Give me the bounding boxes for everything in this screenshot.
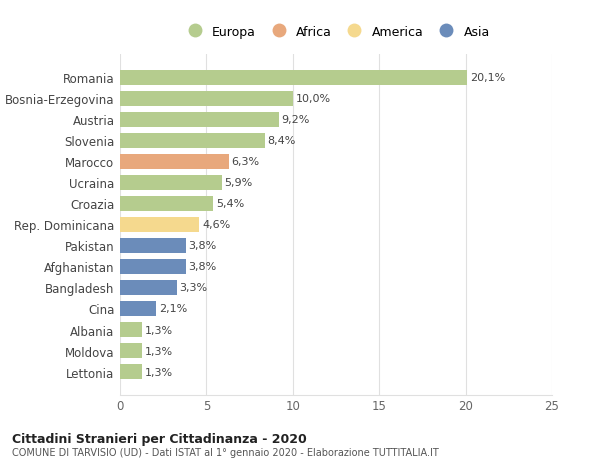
Text: 4,6%: 4,6%: [202, 220, 230, 230]
Bar: [120, 322, 142, 337]
Text: 5,9%: 5,9%: [224, 178, 253, 188]
Bar: [120, 196, 214, 212]
Text: 1,3%: 1,3%: [145, 367, 173, 377]
Bar: [120, 364, 142, 379]
Text: 2,1%: 2,1%: [159, 304, 187, 314]
Text: 20,1%: 20,1%: [470, 73, 505, 83]
Bar: [120, 134, 265, 149]
Text: 10,0%: 10,0%: [295, 94, 331, 104]
Text: 9,2%: 9,2%: [281, 115, 310, 125]
Bar: [120, 238, 185, 253]
Bar: [120, 112, 279, 128]
Bar: [120, 280, 177, 296]
Text: 5,4%: 5,4%: [216, 199, 244, 209]
Bar: [120, 154, 229, 169]
Bar: [120, 218, 199, 232]
Bar: [120, 301, 156, 316]
Text: COMUNE DI TARVISIO (UD) - Dati ISTAT al 1° gennaio 2020 - Elaborazione TUTTITALI: COMUNE DI TARVISIO (UD) - Dati ISTAT al …: [12, 447, 439, 457]
Text: 6,3%: 6,3%: [232, 157, 260, 167]
Legend: Europa, Africa, America, Asia: Europa, Africa, America, Asia: [177, 21, 495, 44]
Text: 3,3%: 3,3%: [179, 283, 208, 293]
Bar: [120, 91, 293, 106]
Text: 3,8%: 3,8%: [188, 241, 217, 251]
Text: 1,3%: 1,3%: [145, 325, 173, 335]
Text: 3,8%: 3,8%: [188, 262, 217, 272]
Bar: [120, 259, 185, 274]
Text: 1,3%: 1,3%: [145, 346, 173, 356]
Text: Cittadini Stranieri per Cittadinanza - 2020: Cittadini Stranieri per Cittadinanza - 2…: [12, 432, 307, 445]
Bar: [120, 71, 467, 86]
Text: 8,4%: 8,4%: [268, 136, 296, 146]
Bar: [120, 343, 142, 358]
Bar: [120, 175, 222, 190]
